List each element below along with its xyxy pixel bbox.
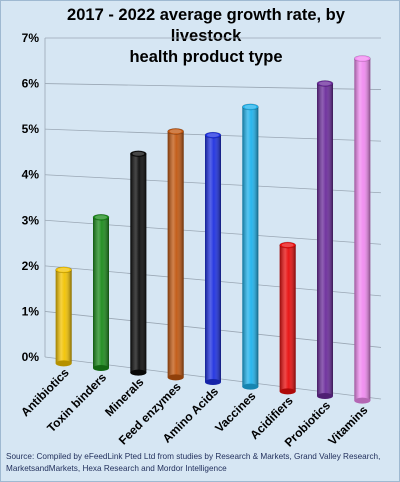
bar-top-highlight (132, 151, 145, 156)
bar-base-shade (205, 379, 221, 385)
y-tick-label: 3% (22, 213, 40, 227)
bar-base (317, 393, 333, 399)
bar-shading (167, 131, 184, 378)
bar-top-highlight (95, 215, 107, 220)
bar-shading (242, 106, 259, 387)
bar-shading (205, 135, 221, 382)
chart-title: 2017 - 2022 average growth rate, by live… (31, 5, 381, 68)
y-tick-label: 5% (22, 122, 40, 136)
x-tick-label: Vitamins (325, 403, 370, 448)
bar-top-highlight (207, 133, 219, 138)
bar-base (279, 388, 296, 395)
bar-antibiotics (55, 266, 72, 367)
bar-amino-acids (204, 131, 222, 385)
bar-base-shade (354, 397, 371, 404)
bar-vaccines (242, 103, 259, 390)
y-tick-label: 7% (22, 31, 40, 45)
bar-base-shade (93, 365, 109, 371)
bar-base-shade (130, 369, 147, 376)
y-tick-label: 6% (22, 77, 40, 91)
y-tick-label: 0% (22, 350, 40, 364)
bar-probiotics (316, 80, 334, 399)
bar-top-highlight (244, 104, 257, 109)
bar-base (93, 365, 109, 371)
bar-base-shade (167, 374, 184, 381)
bar-shading (55, 269, 72, 364)
chart-title-line-2: health product type (129, 48, 283, 66)
y-tick-label: 2% (22, 259, 40, 273)
bar-vitamins (354, 55, 371, 404)
bar-top (130, 150, 147, 158)
bar-top-highlight (356, 56, 369, 61)
bar-base (354, 397, 371, 404)
y-tick-label: 1% (22, 304, 40, 318)
bar-base (130, 369, 147, 376)
source-note: Source: Compiled by eFeedLink Pted Ltd f… (6, 452, 381, 473)
bar-base (167, 374, 184, 381)
bar-top (204, 131, 222, 139)
bar-top-highlight (319, 81, 331, 86)
bar-top-highlight (169, 129, 182, 134)
bar-top (279, 241, 296, 249)
bar-top (242, 103, 259, 111)
bar-feed-enzymes (167, 128, 184, 381)
bar-top (354, 55, 371, 62)
bar-shading (317, 83, 333, 396)
bar-shading (279, 245, 296, 392)
bar-base (242, 383, 259, 390)
bar-top (316, 80, 334, 87)
bar-top (55, 266, 72, 274)
bar-shading (93, 217, 109, 368)
bar-top-highlight (281, 243, 294, 248)
bar-base-shade (242, 383, 259, 390)
bar-base-shade (317, 393, 333, 399)
bar-shading (354, 58, 371, 401)
bar-acidifiers (279, 241, 296, 395)
chart-title-line-1: 2017 - 2022 average growth rate, by live… (67, 6, 345, 45)
bar-base-shade (55, 360, 72, 367)
bar-minerals (130, 150, 147, 376)
bar-top (167, 128, 184, 135)
bar-base (55, 360, 72, 367)
bar-top (92, 214, 110, 221)
bar-base (205, 379, 221, 385)
y-tick-label: 4% (22, 168, 40, 182)
bar-shading (130, 153, 147, 373)
bar-base-shade (279, 388, 296, 395)
bar-toxin-binders (92, 214, 110, 371)
bar-top-highlight (57, 267, 70, 272)
